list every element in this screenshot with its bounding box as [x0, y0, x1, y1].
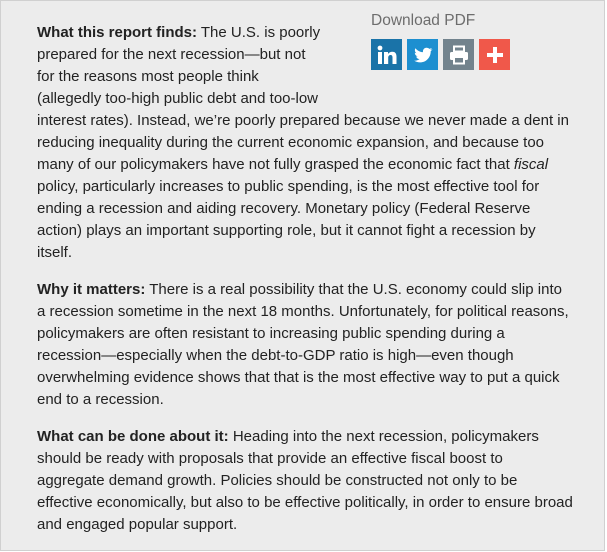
section-text: policy, particularly increases to public…	[37, 178, 540, 261]
section-text: Heading into the next recession, policym…	[37, 428, 573, 533]
section-heading: What can be done about it:	[37, 428, 229, 445]
section-why-it-matters: Why it matters: There is a real possibil…	[37, 279, 573, 411]
section-emphasis: fiscal	[513, 156, 549, 173]
section-findings: What this report finds: The U.S. is poor…	[37, 22, 573, 264]
section-heading: Why it matters:	[37, 281, 146, 298]
linkedin-icon	[377, 45, 396, 64]
section-text: The U.S. is poorly prepared for the next…	[37, 24, 569, 173]
twitter-icon	[413, 47, 433, 62]
print-button[interactable]	[443, 39, 474, 70]
twitter-share-button[interactable]	[407, 39, 438, 70]
section-heading: What this report finds:	[37, 24, 197, 41]
download-pdf-link[interactable]: Download PDF	[371, 12, 476, 29]
linkedin-share-button[interactable]	[371, 39, 402, 70]
plus-icon	[486, 46, 503, 63]
more-share-button[interactable]	[479, 39, 510, 70]
share-toolbar: Download PDF	[371, 11, 521, 70]
section-text: There is a real possibility that the U.S…	[37, 281, 569, 408]
share-icons	[371, 39, 521, 70]
print-icon	[449, 45, 468, 64]
report-content: What this report finds: The U.S. is poor…	[37, 22, 573, 551]
section-what-can-be-done: What can be done about it: Heading into …	[37, 426, 573, 536]
